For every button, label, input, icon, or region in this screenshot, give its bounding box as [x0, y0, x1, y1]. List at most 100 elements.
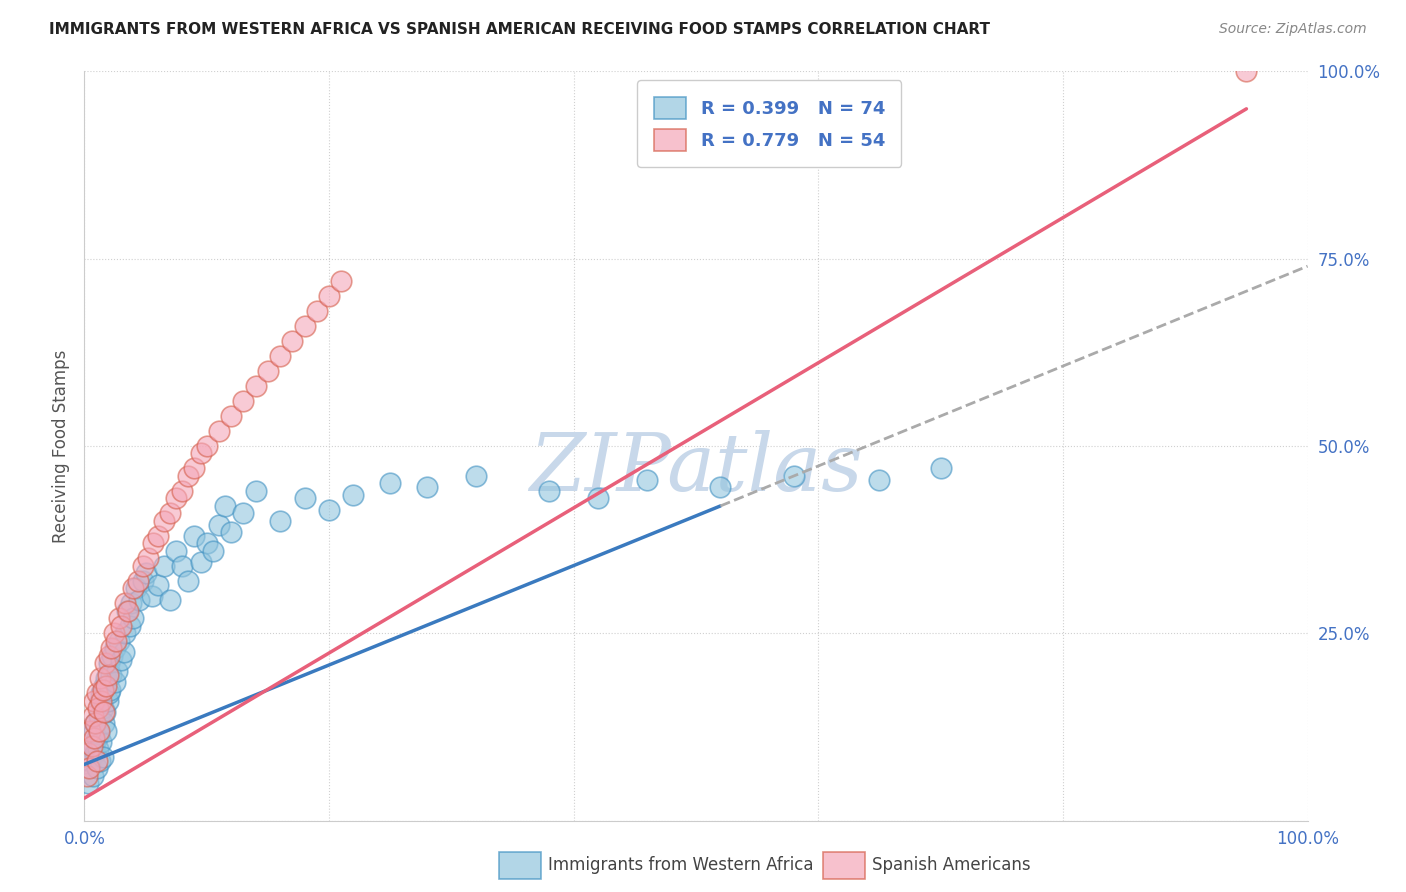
Point: [929, 461, 952, 475]
Point: [214, 499, 236, 513]
Point: [77, 746, 100, 760]
Point: [636, 473, 658, 487]
Point: [91, 750, 114, 764]
Point: [117, 604, 139, 618]
Point: [100, 667, 122, 681]
Point: [195, 439, 218, 453]
Point: [783, 469, 806, 483]
Point: [132, 558, 155, 573]
Point: [208, 424, 231, 438]
Point: [257, 364, 280, 378]
Point: [105, 633, 128, 648]
Point: [90, 735, 112, 749]
Point: [136, 551, 159, 566]
Point: [77, 776, 100, 790]
Point: [105, 664, 128, 678]
Point: [84, 716, 107, 731]
Point: [219, 525, 242, 540]
Point: [146, 529, 169, 543]
Point: [83, 731, 105, 746]
Text: ZIPatlas: ZIPatlas: [529, 430, 863, 508]
Point: [112, 645, 135, 659]
Point: [98, 682, 121, 697]
Point: [318, 289, 340, 303]
Point: [342, 488, 364, 502]
Point: [76, 769, 98, 783]
Point: [294, 319, 316, 334]
Point: [97, 686, 120, 700]
Point: [86, 686, 108, 700]
Point: [232, 394, 254, 409]
Point: [93, 705, 115, 719]
Point: [120, 596, 142, 610]
Point: [91, 682, 114, 697]
Point: [101, 648, 124, 663]
Point: [125, 582, 148, 596]
Text: IMMIGRANTS FROM WESTERN AFRICA VS SPANISH AMERICAN RECEIVING FOOD STAMPS CORRELA: IMMIGRANTS FROM WESTERN AFRICA VS SPANIS…: [49, 22, 990, 37]
Point: [97, 657, 120, 671]
Point: [103, 626, 125, 640]
Point: [87, 708, 110, 723]
Point: [132, 574, 155, 588]
Point: [232, 507, 254, 521]
Point: [87, 727, 110, 741]
Point: [208, 517, 231, 532]
Point: [91, 701, 114, 715]
Point: [84, 746, 107, 760]
Point: [90, 694, 112, 708]
Point: [87, 723, 110, 738]
Point: [107, 611, 129, 625]
Point: [128, 592, 150, 607]
Point: [97, 648, 120, 663]
Point: [172, 558, 194, 573]
Point: [127, 574, 149, 588]
Point: [159, 507, 181, 521]
Point: [153, 558, 176, 573]
Point: [416, 480, 439, 494]
Point: [118, 619, 141, 633]
Point: [190, 555, 212, 569]
Point: [1236, 64, 1258, 78]
Point: [172, 483, 194, 498]
Point: [586, 491, 609, 506]
Point: [90, 686, 112, 700]
Text: Spanish Americans: Spanish Americans: [872, 856, 1031, 874]
Point: [87, 742, 110, 756]
Point: [269, 349, 291, 363]
Point: [135, 566, 157, 581]
Point: [146, 577, 169, 591]
Point: [110, 652, 132, 666]
Point: [190, 446, 212, 460]
Point: [94, 705, 117, 719]
Point: [165, 491, 187, 506]
Point: [294, 491, 316, 506]
Point: [245, 379, 267, 393]
Point: [201, 544, 224, 558]
Text: Source: ZipAtlas.com: Source: ZipAtlas.com: [1219, 22, 1367, 37]
Point: [245, 483, 267, 498]
Point: [89, 694, 111, 708]
Point: [83, 723, 105, 738]
Point: [219, 409, 242, 423]
Point: [80, 739, 103, 753]
Point: [281, 334, 304, 348]
Point: [330, 274, 353, 288]
Point: [93, 679, 115, 693]
Point: [195, 536, 218, 550]
Point: [94, 657, 117, 671]
Point: [709, 480, 731, 494]
Point: [77, 761, 100, 775]
Point: [153, 514, 176, 528]
Point: [86, 761, 108, 775]
Point: [97, 694, 120, 708]
Point: [93, 716, 115, 731]
Point: [122, 582, 145, 596]
Point: [82, 769, 104, 783]
Point: [305, 304, 328, 318]
Point: [269, 514, 291, 528]
Point: [142, 536, 165, 550]
Point: [141, 589, 163, 603]
Point: [96, 679, 118, 693]
Point: [177, 574, 200, 588]
Point: [104, 675, 127, 690]
